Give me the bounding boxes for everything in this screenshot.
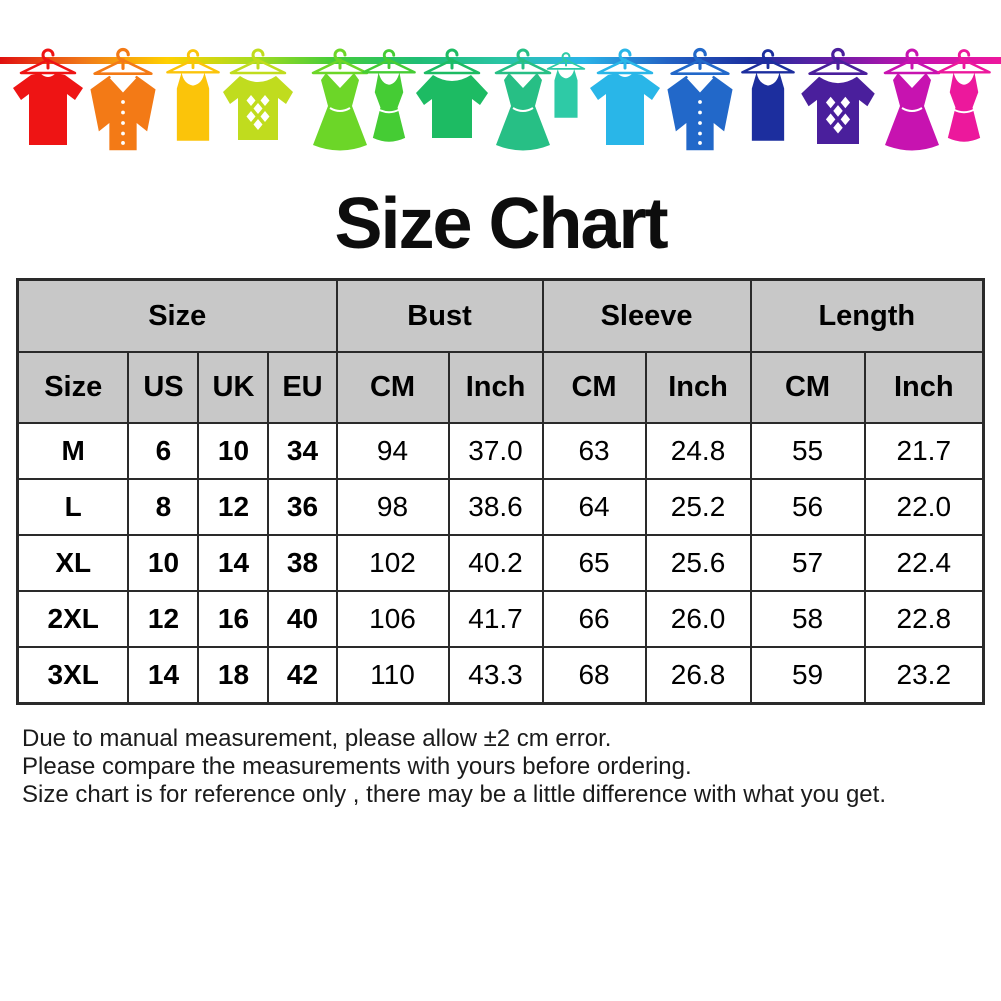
table-row: 3XL 14 18 42 110 43.3 68 26.8 59 23.2: [16, 646, 985, 705]
size-table-body: M 6 10 34 94 37.0 63 24.8 55 21.7 L 8 12 36 98 38.6 64 25…: [16, 422, 985, 705]
table-cell: 58: [749, 590, 866, 648]
table-cell: 14: [197, 534, 270, 592]
banner-item-dress: [496, 50, 550, 151]
table-cell: 26.8: [644, 646, 752, 705]
clothesline: [0, 57, 1001, 64]
banner-item-dress: [313, 50, 367, 151]
table-cell: 12: [197, 478, 270, 536]
table-cell: 94: [335, 422, 450, 480]
table-cell: 55: [749, 422, 866, 480]
note-line: Size chart is for reference only , there…: [22, 781, 886, 808]
table-cell: 68: [541, 646, 647, 705]
banner-item-shirt: [667, 50, 732, 151]
table-cell: 98: [335, 478, 450, 536]
table-cell: 10: [197, 422, 270, 480]
table-cell: XL: [16, 534, 130, 592]
column-header: US: [127, 351, 200, 424]
table-cell: 66: [541, 590, 647, 648]
table-cell: 8: [127, 478, 200, 536]
table-cell: M: [16, 422, 130, 480]
table-cell: 22.8: [863, 590, 985, 648]
column-group-header: Bust: [335, 278, 544, 353]
table-cell: 106: [335, 590, 450, 648]
table-cell: 6: [127, 422, 200, 480]
table-cell: 22.0: [863, 478, 985, 536]
table-cell: 59: [749, 646, 866, 705]
table-cell: 42: [267, 646, 338, 705]
table-cell: 38.6: [447, 478, 544, 536]
size-table-header: Size Bust Sleeve Length Size US UK EU CM Inch CM I…: [16, 278, 985, 424]
table-cell: 102: [335, 534, 450, 592]
table-cell: 18: [197, 646, 270, 705]
banner-item-t-shirt: [13, 50, 83, 145]
table-row: L 8 12 36 98 38.6 64 25.2 56 22.0: [16, 478, 985, 536]
table-cell: 3XL: [16, 646, 130, 705]
table-cell: 38: [267, 534, 338, 592]
column-header: Size: [16, 351, 130, 424]
column-header-row: Size US UK EU CM Inch CM Inch CM Inch: [16, 351, 985, 424]
table-cell: 56: [749, 478, 866, 536]
table-cell: 12: [127, 590, 200, 648]
size-table: Size Bust Sleeve Length Size US UK EU CM Inch CM I…: [15, 278, 986, 705]
table-cell: 2XL: [16, 590, 130, 648]
banner-item-tank-top: [167, 51, 218, 141]
measurement-notes: Due to manual measurement, please allow …: [22, 725, 1001, 809]
table-cell: 40: [267, 590, 338, 648]
table-cell: 34: [267, 422, 338, 480]
table-cell: 24.8: [644, 422, 752, 480]
column-group-header: Size: [16, 278, 338, 353]
column-header: Inch: [644, 351, 752, 424]
banner-item-tank-dress: [363, 51, 414, 142]
table-cell: 23.2: [863, 646, 985, 705]
table-cell: 16: [197, 590, 270, 648]
column-group-header: Sleeve: [541, 278, 752, 353]
page-title: Size Chart: [334, 184, 668, 264]
table-row: M 6 10 34 94 37.0 63 24.8 55 21.7: [16, 422, 985, 480]
note-line: Please compare the measurements with you…: [22, 753, 692, 780]
table-cell: 40.2: [447, 534, 544, 592]
column-header: EU: [267, 351, 338, 424]
table-cell: 14: [127, 646, 200, 705]
table-cell: 63: [541, 422, 647, 480]
table-cell: 25.2: [644, 478, 752, 536]
banner-item-dress: [885, 50, 939, 151]
banner-item-shirt: [90, 50, 155, 151]
table-row: 2XL 12 16 40 106 41.7 66 26.0 58 22.8: [16, 590, 985, 648]
banner-item-tank-top: [742, 51, 793, 141]
table-cell: 10: [127, 534, 200, 592]
table-cell: 64: [541, 478, 647, 536]
column-header: CM: [541, 351, 647, 424]
table-cell: L: [16, 478, 130, 536]
table-cell: 65: [541, 534, 647, 592]
banner-item-tank-dress: [938, 51, 989, 142]
column-header: Inch: [447, 351, 544, 424]
table-cell: 57: [749, 534, 866, 592]
column-header: Inch: [863, 351, 985, 424]
column-header: CM: [749, 351, 866, 424]
table-cell: 110: [335, 646, 450, 705]
table-cell: 21.7: [863, 422, 985, 480]
table-cell: 43.3: [447, 646, 544, 705]
column-header: UK: [197, 351, 270, 424]
table-cell: 37.0: [447, 422, 544, 480]
table-cell: 26.0: [644, 590, 752, 648]
table-cell: 41.7: [447, 590, 544, 648]
note-line: Due to manual measurement, please allow …: [22, 725, 612, 752]
column-header: CM: [335, 351, 450, 424]
table-cell: 36: [267, 478, 338, 536]
table-row: XL 10 14 38 102 40.2 65 25.6 57 22.4: [16, 534, 985, 592]
clothesline-banner: [0, 0, 1001, 172]
column-group-header: Length: [749, 278, 985, 353]
table-cell: 25.6: [644, 534, 752, 592]
group-header-row: Size Bust Sleeve Length: [16, 278, 985, 353]
banner-item-t-shirt: [590, 50, 660, 145]
table-cell: 22.4: [863, 534, 985, 592]
